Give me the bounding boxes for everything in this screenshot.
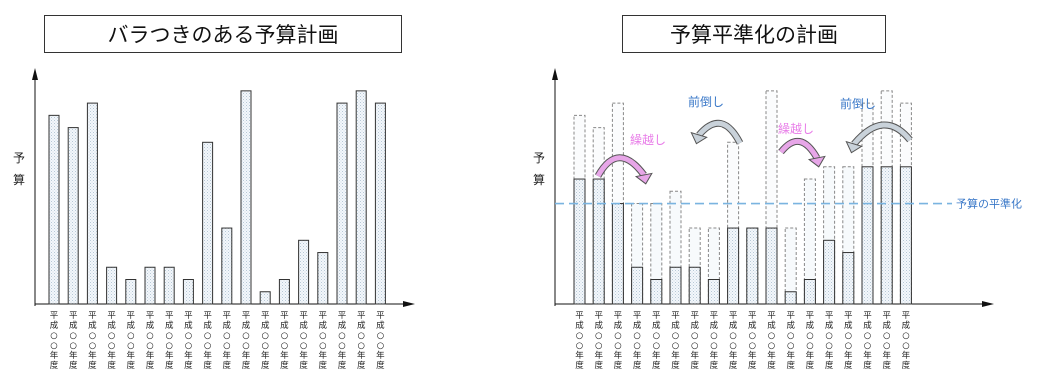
tick-label-left-5: 平成○ ○年度	[127, 311, 136, 369]
leveled-bar-15	[842, 166, 855, 305]
tick-label-left-15: 平成○ ○年度	[319, 311, 328, 369]
tick-label-right-17: 平成○ ○年度	[882, 311, 891, 369]
original-bar-8	[707, 279, 720, 305]
chart-panel-leveled: 予算予算の平準化 繰越し 前倒し繰越し 前倒し平成○ ○年度 平成○ ○年度 平成○ ○年度 平成…	[522, 0, 1043, 369]
tick-label-right-3: 平成○ ○年度	[614, 311, 623, 369]
bar-13	[278, 279, 290, 305]
tick-label-left-12: 平成○ ○年度	[261, 311, 270, 369]
tick-label-right-18: 平成○ ○年度	[902, 311, 911, 369]
tick-label-left-18: 平成○ ○年度	[376, 311, 385, 369]
chart-panel-uneven: 予算平成○ ○年度 平成○ ○年度 平成○ ○年度 平成○ ○年度 平成○ ○年度 平成○ ○年度 平成…	[0, 0, 520, 369]
chart-title-leveled: 予算平準化の計画	[622, 15, 886, 53]
bar-4	[106, 266, 118, 305]
tick-label-right-14: 平成○ ○年度	[825, 311, 834, 369]
tick-label-left-8: 平成○ ○年度	[184, 311, 193, 369]
bring-forward-arrow-1	[690, 119, 744, 145]
original-bar-14	[823, 239, 836, 305]
bar-1	[48, 114, 60, 305]
bar-6	[144, 266, 156, 305]
bar-9	[202, 141, 214, 305]
leveled-bar-9	[727, 227, 740, 305]
leveled-bar-17	[880, 166, 893, 305]
bar-17	[355, 90, 367, 305]
original-bar-7	[688, 266, 701, 305]
x-axis-arrow	[403, 301, 415, 307]
bar-3	[86, 102, 98, 305]
y-axis-arrow	[32, 68, 38, 80]
leveled-bar-16	[861, 166, 874, 305]
tick-label-right-15: 平成○ ○年度	[844, 311, 853, 369]
annotation-label-2: 前倒し	[688, 94, 724, 109]
tick-label-left-9: 平成○ ○年度	[203, 311, 212, 369]
bar-2	[67, 127, 79, 305]
carry-over-arrow-2	[778, 138, 826, 168]
tick-label-right-5: 平成○ ○年度	[652, 311, 661, 369]
tick-label-right-2: 平成○ ○年度	[594, 311, 603, 369]
y-axis-arrow	[552, 68, 558, 80]
bar-11	[240, 90, 252, 305]
chart-title-uneven: バラつきのある予算計画	[44, 15, 402, 53]
original-bar-13	[803, 279, 816, 305]
tick-label-right-9: 平成○ ○年度	[729, 311, 738, 369]
reference-line-label: 予算の平準化	[956, 197, 1022, 211]
tick-label-right-13: 平成○ ○年度	[806, 311, 815, 369]
tick-label-left-1: 平成○ ○年度	[50, 311, 59, 369]
bar-10	[221, 227, 233, 305]
y-axis-label-right: 予算	[533, 151, 545, 187]
leveled-bar-1	[573, 178, 586, 305]
annotation-label-4: 前倒し	[840, 96, 876, 111]
original-bar-6	[669, 266, 682, 305]
tick-label-right-16: 平成○ ○年度	[863, 311, 872, 369]
carry-over-arrow-1	[594, 154, 653, 185]
original-bar-5	[650, 279, 663, 305]
leveled-bar-3	[611, 203, 624, 305]
bar-15	[317, 252, 329, 305]
tick-label-right-11: 平成○ ○年度	[767, 311, 776, 369]
leveled-bar-14	[823, 166, 836, 305]
y-axis-label-left: 予算	[13, 151, 25, 187]
bar-8	[182, 279, 194, 305]
bar-16	[336, 102, 348, 305]
tick-label-left-14: 平成○ ○年度	[299, 311, 308, 369]
tick-label-left-4: 平成○ ○年度	[107, 311, 116, 369]
original-bar-9	[727, 141, 740, 305]
annotation-label-3: 繰越し	[778, 122, 814, 136]
bar-7	[163, 266, 175, 305]
tick-label-right-8: 平成○ ○年度	[710, 311, 719, 369]
tick-label-left-3: 平成○ ○年度	[88, 311, 97, 369]
tick-label-right-4: 平成○ ○年度	[633, 311, 642, 369]
x-axis-arrow	[982, 301, 994, 307]
original-bar-4	[631, 266, 644, 305]
leveled-bar-6	[669, 190, 682, 305]
tick-label-left-17: 平成○ ○年度	[357, 311, 366, 369]
tick-label-right-7: 平成○ ○年度	[690, 311, 699, 369]
original-bar-11	[765, 90, 778, 305]
tick-label-right-10: 平成○ ○年度	[748, 311, 757, 369]
original-bar-15	[842, 252, 855, 305]
annotation-label-1: 繰越し	[630, 133, 666, 147]
tick-label-left-7: 平成○ ○年度	[165, 311, 174, 369]
bar-5	[125, 279, 137, 305]
leveled-bar-18	[899, 166, 912, 305]
leveled-bar-2	[592, 178, 605, 305]
tick-label-right-6: 平成○ ○年度	[671, 311, 680, 369]
tick-label-left-2: 平成○ ○年度	[69, 311, 78, 369]
tick-label-left-6: 平成○ ○年度	[146, 311, 155, 369]
tick-label-left-13: 平成○ ○年度	[280, 311, 289, 369]
bar-18	[374, 102, 386, 305]
original-bar-12	[784, 291, 797, 305]
tick-label-left-11: 平成○ ○年度	[242, 311, 251, 369]
bar-14	[298, 239, 310, 305]
tick-label-left-10: 平成○ ○年度	[223, 311, 232, 369]
leveled-bar-11	[765, 227, 778, 305]
bring-forward-arrow-2	[845, 121, 913, 154]
tick-label-left-16: 平成○ ○年度	[338, 311, 347, 369]
original-bar-10	[746, 227, 759, 305]
tick-label-right-1: 平成○ ○年度	[575, 311, 584, 369]
tick-label-right-12: 平成○ ○年度	[786, 311, 795, 369]
bar-12	[259, 291, 271, 305]
